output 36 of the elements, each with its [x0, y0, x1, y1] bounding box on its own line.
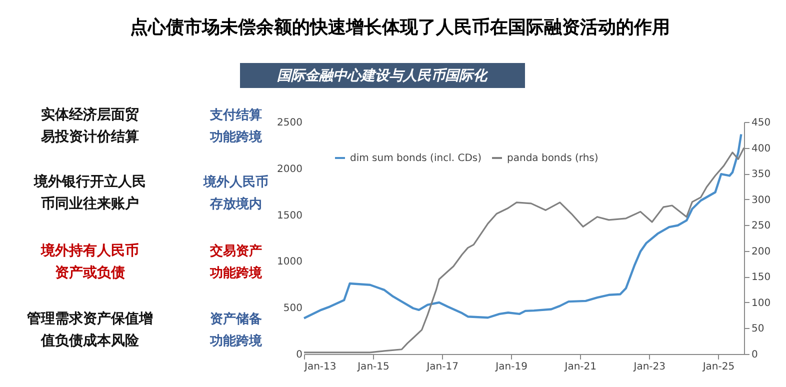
x-tick-label: Jan-23 — [632, 362, 666, 372]
x-tick-label: Jan-13 — [304, 362, 336, 372]
y-tick-label: 500 — [283, 303, 302, 314]
y-tick-label: 2500 — [277, 118, 302, 128]
chart-title: 点心债市场未偿余额的快速增长体现了人民币在国际融资活动的作用 — [130, 17, 670, 38]
y2-tick-label: 400 — [752, 143, 771, 154]
x-tick-label: Jan-15 — [356, 362, 390, 372]
text: 境外持有人民币资产或负债 — [40, 242, 139, 281]
x-tick-label: Jan-19 — [494, 362, 528, 372]
text: 支付结算功能跨境 — [209, 108, 263, 145]
text: 交易资产功能跨境 — [209, 243, 263, 281]
y2-tick-label: 100 — [752, 298, 771, 309]
x-tick-label: Jan-21 — [564, 362, 597, 372]
y-tick-label: 2000 — [277, 164, 302, 175]
legend-label: panda bonds (rhs) — [507, 153, 598, 164]
x-tick-label: Jan-17 — [426, 362, 458, 372]
y2-tick-label: 450 — [752, 118, 771, 128]
y2-tick-label: 350 — [752, 169, 771, 180]
text: 实体经济层面贸易投资计价结算 — [40, 106, 139, 145]
y2-tick-label: 250 — [752, 220, 771, 232]
y-tick-label: 1000 — [277, 256, 302, 268]
text: 资产储备功能跨境 — [209, 311, 263, 349]
y2-tick-label: 200 — [752, 246, 771, 258]
y2-tick-label: 300 — [752, 194, 771, 206]
chart-subtitle: 国际金融中心建设与人民币国际化 — [277, 67, 489, 84]
line-series — [302, 133, 742, 320]
text: 管理需求资产保值增值负债成本风险 — [26, 310, 153, 349]
y-tick-label: 0 — [296, 350, 302, 360]
y2-tick-label: 50 — [752, 324, 764, 335]
y2-tick-label: 150 — [752, 272, 771, 284]
y-tick-label: 1500 — [277, 210, 302, 222]
x-tick-label: Jan-25 — [702, 362, 735, 372]
legend-label: dim sum bonds (incl. CDs) — [350, 153, 482, 164]
text: 境外银行开立人民币同业往来账户 — [33, 173, 146, 212]
y2-tick-label: 0 — [752, 350, 758, 360]
text: 境外人民币存放境内 — [202, 174, 268, 212]
